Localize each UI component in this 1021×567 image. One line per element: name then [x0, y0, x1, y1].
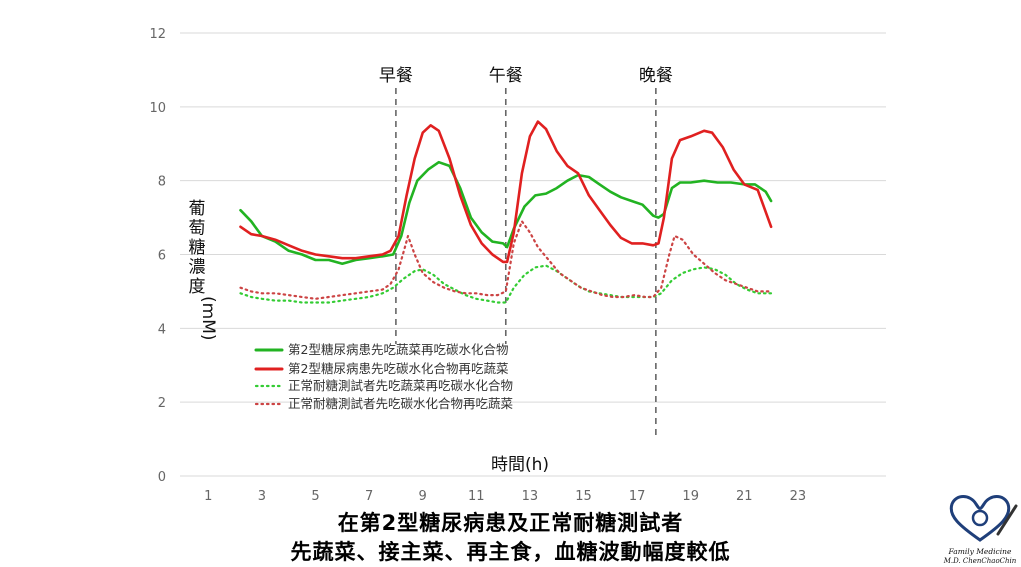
x-tick-label: 17: [629, 489, 646, 500]
logo-text-line-2: M.D. ChenChaoChin: [943, 557, 1017, 565]
y-axis-label: 葡萄糖濃度: [189, 199, 206, 297]
series-line-2: [239, 120, 773, 264]
y-axis-label-unit: (mM): [198, 296, 218, 341]
logo-text-line-1: Family Medicine: [948, 547, 1012, 556]
x-tick-label: 11: [468, 489, 485, 500]
meal-label: 午餐: [489, 66, 523, 86]
x-axis-label: 時間(h): [491, 455, 549, 475]
y-tick-labels: 0 2 4 6 8 10 12: [149, 27, 166, 485]
stethoscope-bell-icon: [971, 509, 989, 527]
y-tick-label: 12: [149, 27, 166, 42]
stethoscope-heart-icon: [949, 495, 1011, 542]
y-tick-label: 6: [158, 249, 166, 264]
legend: 第2型糖尿病患先吃蔬菜再吃碳水化合物第2型糖尿病患先吃碳水化合物再吃蔬菜正常耐糖…: [254, 342, 514, 411]
x-tick-label: 13: [522, 489, 539, 500]
legend-label-4: 正常耐糖測試者先吃碳水化合物再吃蔬菜: [288, 396, 514, 411]
legend-label-3: 正常耐糖測試者先吃蔬菜再吃碳水化合物: [288, 378, 513, 393]
x-tick-label: 3: [258, 489, 266, 500]
y-tick-label: 10: [149, 101, 166, 116]
legend-label-1: 第2型糖尿病患先吃蔬菜再吃碳水化合物: [288, 342, 508, 357]
x-tick-label: 19: [682, 489, 699, 500]
meal-label: 早餐: [379, 66, 413, 86]
x-tick-labels: 1 3 5 7 9 11 13 15 17 19 21 23: [204, 489, 806, 500]
x-tick-label: 15: [575, 489, 592, 500]
series-line-3: [239, 264, 773, 304]
y-tick-label: 8: [158, 175, 166, 190]
series-lines: [239, 120, 773, 304]
x-tick-label: 21: [736, 489, 753, 500]
y-tick-label: 2: [158, 396, 166, 411]
y-tick-label: 0: [158, 470, 166, 485]
caption-line-1: 在第2型糖尿病患及正常耐糖測試者: [337, 511, 684, 535]
x-tick-label: 23: [790, 489, 807, 500]
series-line-4: [239, 220, 773, 300]
legend-label-2: 第2型糖尿病患先吃碳水化合物再吃蔬菜: [288, 361, 509, 376]
gridlines: [180, 32, 886, 477]
x-tick-label: 5: [311, 489, 319, 500]
x-tick-label: 7: [365, 489, 373, 500]
caption-line-2: 先蔬菜、接主菜、再主食，血糖波動幅度較低: [290, 540, 731, 564]
x-tick-label: 1: [204, 489, 212, 500]
pen-icon: [996, 504, 1018, 536]
meal-markers: 早餐 午餐 晚餐: [379, 66, 673, 436]
family-medicine-logo: Family Medicine M.D. ChenChaoChin: [943, 495, 1018, 565]
meal-label: 晚餐: [639, 66, 673, 86]
x-tick-label: 9: [419, 489, 427, 500]
y-tick-label: 4: [158, 322, 166, 337]
